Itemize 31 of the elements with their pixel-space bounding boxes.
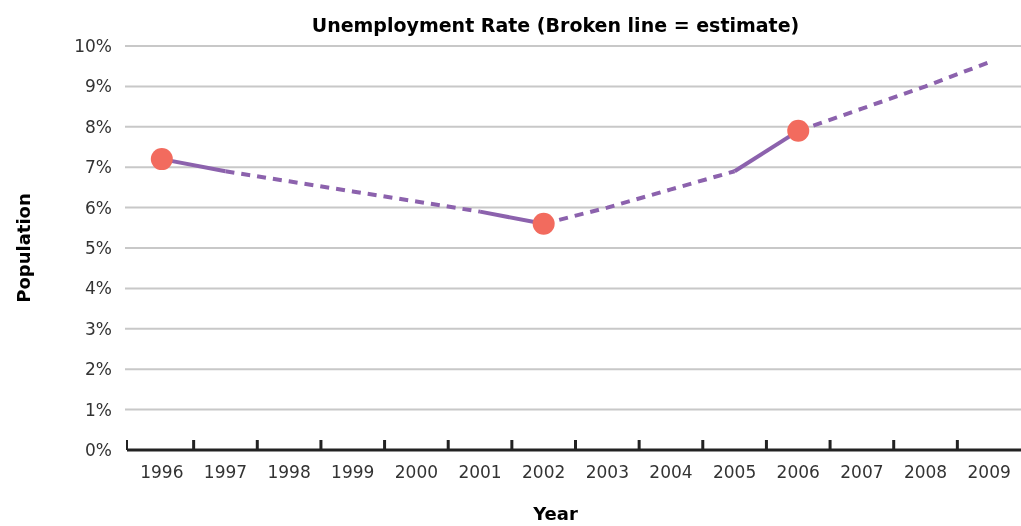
x-tick-label: 2005	[712, 462, 757, 482]
point	[787, 119, 810, 142]
x-tick-label: 2007	[840, 462, 884, 482]
y-tick-label: 8%	[85, 116, 112, 137]
x-tick-label: 1996	[140, 462, 184, 482]
y-tick-label: 9%	[85, 76, 112, 97]
y-tick-label: 5%	[85, 237, 112, 258]
x-tick-label: 2004	[649, 462, 693, 482]
y-tick-label: 3%	[85, 318, 112, 339]
y-tick-label: 4%	[85, 278, 112, 299]
y-tick-label: 2%	[85, 359, 112, 380]
y-tick-label: 10%	[74, 35, 112, 56]
x-tick-label: 2001	[458, 462, 502, 482]
chart-title: Unemployment Rate (Broken line = estimate)	[311, 14, 800, 36]
y-axis-title: Population	[13, 193, 34, 303]
x-tick-label: 2000	[394, 462, 439, 482]
y-tick-label: 7%	[85, 157, 112, 178]
y-tick-label: 1%	[85, 399, 112, 420]
x-axis-title: Year	[532, 503, 578, 524]
x-tick-label: 2009	[967, 462, 1011, 482]
y-tick-label: 0%	[85, 439, 112, 460]
x-tick-label: 1997	[203, 462, 248, 482]
x-tick-label: 2006	[776, 462, 820, 482]
point	[150, 148, 173, 171]
x-tick-label: 2008	[903, 462, 948, 482]
x-tick-label: 1998	[267, 462, 311, 482]
y-tick-label: 6%	[85, 197, 112, 218]
x-tick-label: 2003	[585, 462, 629, 482]
point	[532, 212, 555, 235]
x-tick-label: 1999	[331, 462, 375, 482]
x-tick-label: 2002	[522, 462, 566, 482]
